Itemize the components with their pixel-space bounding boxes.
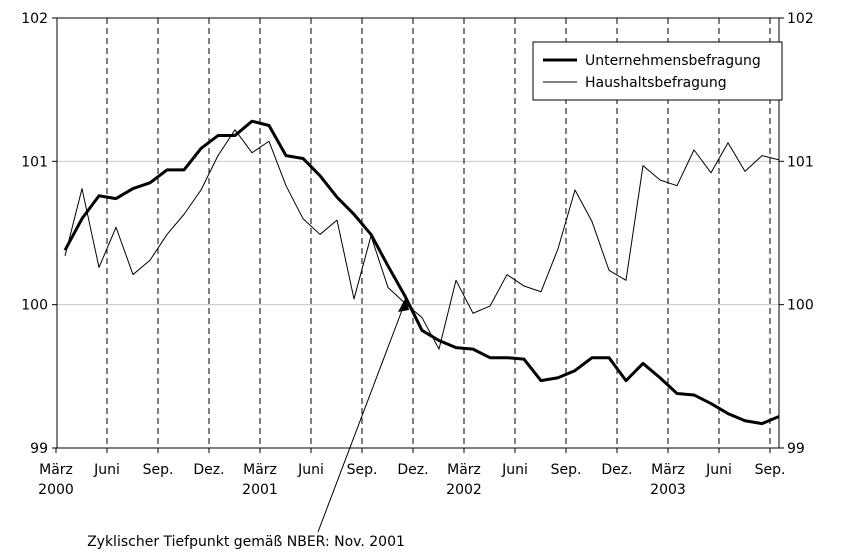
series-line <box>64 129 780 350</box>
x-tick-label: Juni <box>297 462 324 478</box>
annotation: Zyklischer Tiefpunkt gemäß NBER: Nov. 20… <box>87 534 405 550</box>
x-tick-label-line: Juni <box>93 462 120 478</box>
x-tick-label: Sep. <box>551 462 582 478</box>
legend-label: Unternehmensbefragung <box>585 53 761 69</box>
x-tick-label-line: März <box>651 462 685 478</box>
x-tick-label-line: 2000 <box>38 482 74 498</box>
y-tick-label: 99 <box>30 441 48 457</box>
y2-tick-label: 99 <box>787 441 805 457</box>
x-tick-label-line: Sep. <box>347 462 378 478</box>
x-tick-label-line: 2001 <box>242 482 278 498</box>
arrow-head <box>398 297 409 312</box>
x-tick-label-line: Sep. <box>755 462 786 478</box>
x-tick-label: März 2000 <box>38 462 74 498</box>
x-tick-label: Sep. <box>143 462 174 478</box>
x-tick-label-line: März <box>39 462 73 478</box>
y-tick-label: 100 <box>21 298 48 314</box>
x-tick-label: Dez. <box>601 462 632 478</box>
plot-frame <box>56 17 780 449</box>
x-tick-label: Sep. <box>347 462 378 478</box>
x-tick-label: Juni <box>501 462 528 478</box>
series-line <box>63 119 780 426</box>
y2-tick-label: 102 <box>787 11 814 27</box>
x-tick-label-line: 2002 <box>446 482 482 498</box>
legend-box <box>532 41 783 101</box>
x-tick-label: Sep. <box>755 462 786 478</box>
x-tick-label: Juni <box>705 462 732 478</box>
x-tick-label: März 2003 <box>650 462 686 498</box>
x-tick-label-line: März <box>243 462 277 478</box>
x-tick-label-line: Sep. <box>551 462 582 478</box>
x-tick-label-line: Juni <box>705 462 732 478</box>
x-tick-label-line: Dez. <box>397 462 428 478</box>
x-tick-label-line: März <box>447 462 481 478</box>
y2-tick-label: 100 <box>787 298 814 314</box>
x-tick-label-line: 2003 <box>650 482 686 498</box>
legend-label: Haushaltsbefragung <box>585 75 727 91</box>
x-tick-label: Juni <box>93 462 120 478</box>
x-tick-label-line: Sep. <box>143 462 174 478</box>
x-tick-label-line: Juni <box>297 462 324 478</box>
x-tick-label-line: Dez. <box>601 462 632 478</box>
x-tick-label-line: Juni <box>501 462 528 478</box>
annotation-arrow <box>317 304 405 533</box>
x-tick-label: März 2002 <box>446 462 482 498</box>
x-tick-label: Dez. <box>193 462 224 478</box>
y2-tick-label: 101 <box>787 154 814 170</box>
y-tick-label: 102 <box>21 11 48 27</box>
x-tick-label: März 2001 <box>242 462 278 498</box>
y-tick-label: 101 <box>21 154 48 170</box>
x-tick-label: Dez. <box>397 462 428 478</box>
x-tick-label-line: Dez. <box>193 462 224 478</box>
